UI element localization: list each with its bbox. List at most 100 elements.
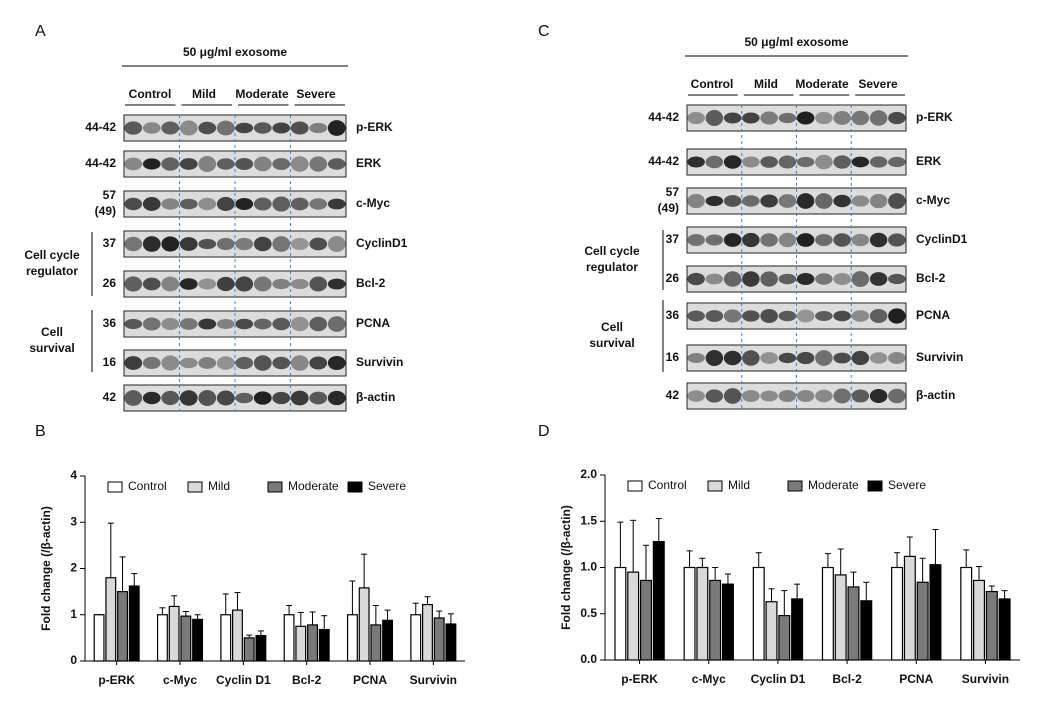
panel-label: B bbox=[35, 423, 46, 440]
bar bbox=[721, 583, 734, 661]
group-label: Mild bbox=[754, 77, 778, 91]
blot-band bbox=[272, 157, 291, 171]
blot-band bbox=[687, 390, 705, 402]
mw-label: 44-42 bbox=[648, 110, 679, 124]
blot-band bbox=[705, 273, 724, 285]
bar bbox=[168, 605, 180, 662]
blot-band bbox=[723, 388, 742, 404]
mw-label: 26 bbox=[103, 276, 117, 290]
blot-band bbox=[142, 391, 161, 405]
panel-label: C bbox=[538, 23, 550, 40]
blot-band bbox=[142, 197, 161, 211]
blot-band bbox=[124, 197, 143, 211]
blot-band bbox=[888, 308, 906, 324]
blot-band bbox=[815, 111, 833, 125]
blot-band bbox=[888, 193, 906, 209]
legend-label: Mild bbox=[728, 478, 750, 492]
legend-label: Moderate bbox=[808, 478, 859, 492]
mw-label: 57 bbox=[103, 188, 117, 202]
mw-label: 37 bbox=[103, 236, 117, 250]
bar bbox=[192, 618, 204, 662]
protein-label: CyclinD1 bbox=[916, 232, 968, 246]
blot-band bbox=[815, 310, 833, 322]
blot-band bbox=[851, 389, 870, 403]
bar bbox=[255, 634, 267, 662]
side-group-label: Cell bbox=[601, 320, 623, 334]
bar bbox=[998, 598, 1011, 661]
blot-band bbox=[705, 195, 724, 207]
blot-band bbox=[235, 122, 254, 134]
bar bbox=[778, 614, 791, 661]
bar bbox=[752, 566, 765, 661]
blot-band bbox=[742, 350, 760, 366]
blot-band bbox=[124, 157, 143, 171]
blot-band bbox=[869, 156, 888, 168]
legend-label: Control bbox=[128, 479, 167, 493]
blot-band bbox=[778, 155, 797, 169]
bar bbox=[791, 598, 804, 661]
blot-band bbox=[161, 198, 180, 210]
blot-band bbox=[179, 390, 198, 406]
group-label: Mild bbox=[192, 87, 216, 101]
bar bbox=[860, 600, 873, 661]
protein-label: Bcl-2 bbox=[356, 276, 386, 290]
blot-band bbox=[778, 194, 797, 208]
bar bbox=[891, 566, 904, 661]
blot-band bbox=[327, 316, 346, 332]
blot-band bbox=[327, 278, 346, 290]
blot-band bbox=[815, 273, 833, 285]
blot-band bbox=[235, 392, 254, 404]
treatment-label: 50 μg/ml exosome bbox=[744, 35, 848, 49]
blot-band bbox=[216, 197, 235, 211]
blot-band bbox=[161, 276, 180, 292]
bar bbox=[709, 579, 722, 661]
mw-label: 36 bbox=[666, 308, 680, 322]
blot-band bbox=[888, 111, 906, 125]
bar bbox=[973, 579, 986, 661]
blot-band bbox=[142, 356, 161, 370]
blot-band bbox=[161, 355, 180, 371]
blot-band bbox=[142, 317, 161, 331]
blot-band bbox=[796, 309, 815, 323]
mw-label: 16 bbox=[103, 355, 117, 369]
blot-band bbox=[272, 356, 291, 370]
blot-band bbox=[179, 357, 198, 369]
blot-band bbox=[723, 271, 742, 287]
protein-label: ERK bbox=[356, 156, 382, 170]
x-tick-label: PCNA bbox=[899, 672, 933, 686]
blot-band bbox=[327, 355, 346, 371]
bar bbox=[243, 637, 255, 662]
blot-band bbox=[161, 236, 180, 252]
blot-band bbox=[216, 120, 235, 136]
protein-label: CyclinD1 bbox=[356, 236, 408, 250]
legend-swatch bbox=[267, 481, 283, 493]
blot-band bbox=[142, 122, 161, 134]
bar bbox=[283, 614, 295, 662]
y-tick-label: 1.0 bbox=[580, 560, 597, 574]
blot-band bbox=[815, 193, 833, 209]
bar bbox=[422, 603, 433, 662]
blot-band bbox=[723, 155, 742, 169]
bar bbox=[117, 591, 128, 662]
blot-band bbox=[742, 195, 760, 207]
protein-label: PCNA bbox=[916, 308, 950, 322]
mw-label: 37 bbox=[666, 232, 680, 246]
protein-label: Survivin bbox=[356, 355, 403, 369]
bar bbox=[358, 587, 370, 662]
blot-band bbox=[851, 271, 870, 287]
blot-band bbox=[778, 390, 797, 402]
bar bbox=[847, 586, 860, 661]
y-tick-label: 3 bbox=[70, 514, 77, 528]
mw-label: 42 bbox=[103, 390, 117, 404]
blot-band bbox=[179, 318, 198, 330]
blot-band bbox=[869, 352, 888, 364]
y-tick-label: 0.5 bbox=[580, 606, 597, 620]
blot-band bbox=[723, 350, 742, 366]
legend-label: Mild bbox=[208, 479, 230, 493]
blot-band bbox=[833, 155, 851, 169]
blot-band bbox=[851, 110, 870, 126]
blot-band bbox=[235, 237, 254, 251]
blot-band bbox=[760, 271, 778, 287]
bar bbox=[180, 615, 192, 662]
blot-band bbox=[815, 154, 833, 170]
